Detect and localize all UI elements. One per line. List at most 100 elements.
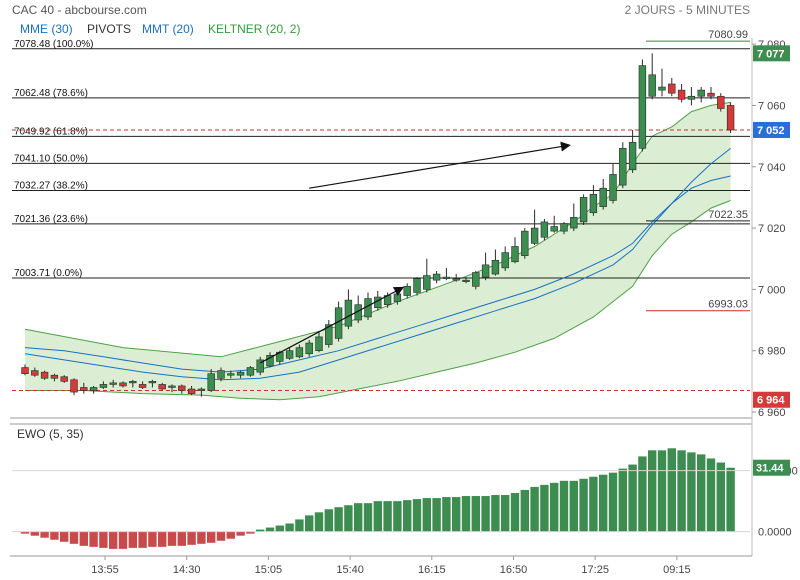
legend-mmt[interactable]: MMT (20) [142,22,194,36]
price-tag-box [753,45,790,62]
candle-body [60,376,68,382]
candle-body [521,230,529,256]
ewo-bar [236,531,245,536]
mme-30-line [24,175,731,373]
time-tick-label: 13:55 [91,564,119,576]
ewo-bar [265,527,275,532]
candle-body [413,278,421,293]
trend-arrow [309,141,571,189]
candle-body [668,83,676,94]
time-tick-label: 15:05 [255,564,283,576]
time-tick-label: 14:30 [173,564,201,576]
ewo-bar [109,531,118,549]
price-tick-label: 6 980 [758,346,786,358]
marker-label: 7022.35 [708,209,748,221]
ewo-bar [148,531,157,547]
ewo-bar [334,507,343,532]
ewo-bar [540,484,549,532]
candle-body [599,187,607,207]
ewo-bar [69,531,79,544]
ewo-bar [491,495,500,532]
ewo-bar [50,531,59,540]
candle-body [432,273,441,281]
ewo-bar [657,450,667,532]
ewo-histogram [20,448,735,549]
candle-body [168,385,176,388]
candle-body [648,74,656,97]
ewo-bar [461,496,471,532]
candle-body [697,89,705,97]
ewo-bar [167,531,177,546]
candle-body [325,324,333,345]
ewo-bar [344,505,353,532]
fib-level-label: 7078.48 (100.0%) [14,39,94,50]
symbol-title: CAC 40 - abcbourse.com [12,3,147,17]
price-tag-box [753,121,790,138]
ewo-bar [305,515,314,532]
ewo-bar [187,531,196,545]
candle-body [677,89,686,100]
candle-body [227,373,235,376]
candle-body [472,272,480,287]
price-tick-label: 7 020 [758,223,786,235]
ewo-tick-label: 0.0000 [758,527,792,539]
ewo-bar [40,531,49,538]
ewo-bar [138,531,147,548]
ewo-bar [30,531,39,536]
price-tag-label: 7 077 [757,48,785,60]
candle-body [403,286,411,296]
candle-body [40,371,49,379]
candle-body [305,342,313,355]
ewo-bar [471,496,480,532]
legend-keltner[interactable]: KELTNER (20, 2) [208,22,300,36]
price-tag-box [753,391,790,408]
trend-arrow [259,286,405,364]
ewo-bar [569,480,578,532]
candlesticks [21,53,735,397]
ewo-bar [677,450,686,532]
ewo-bar [383,501,392,532]
fib-level-label: 7032.27 (38.2%) [14,180,88,191]
price-tick-label: 6 960 [758,407,786,419]
ewo-bar [452,497,461,532]
time-tick-label: 09:15 [663,564,691,576]
ewo-bar [608,472,618,532]
ewo-bar [628,464,637,532]
candle-body [138,384,147,388]
candle-body [491,259,500,275]
time-tick-label: 16:15 [418,564,446,576]
ewo-bar [530,486,539,532]
candle-body [560,223,568,232]
candle-body [109,382,117,385]
candle-body [266,354,274,367]
price-tick-label: 7 060 [758,100,786,112]
ewo-bar [363,503,373,532]
time-tick-label: 17:25 [581,564,609,576]
candle-body [707,92,715,97]
ewo-bar [158,531,167,547]
legend-mme[interactable]: MME (30) [20,22,73,36]
ewo-bar [295,519,304,532]
candle-body [609,174,617,201]
ewo-bar [520,489,529,532]
legend-pivots[interactable]: PIVOTS [87,22,131,36]
ewo-bar [726,467,735,532]
ewo-bar [246,531,255,534]
price-tag-label: 6 964 [757,395,785,407]
ewo-bar [128,531,137,548]
fib-level-label: 7003.71 (0.0%) [14,268,82,279]
ewo-bar [432,498,441,532]
candle-body [344,299,353,327]
keltner-channel [24,101,731,401]
candle-body [540,221,549,238]
candle-body [246,367,255,376]
moving-averages [24,148,731,381]
candle-body [579,197,588,223]
ewo-bar [373,501,382,532]
ewo-bar [716,462,725,532]
time-axis: 13:55 14:30 15:05 15:40 16:15 16:50 17:25 09:15 [91,556,691,576]
ewo-bar [697,454,706,532]
keltner-band-fill [25,102,731,400]
ewo-value-label: 31.44 [756,463,784,475]
